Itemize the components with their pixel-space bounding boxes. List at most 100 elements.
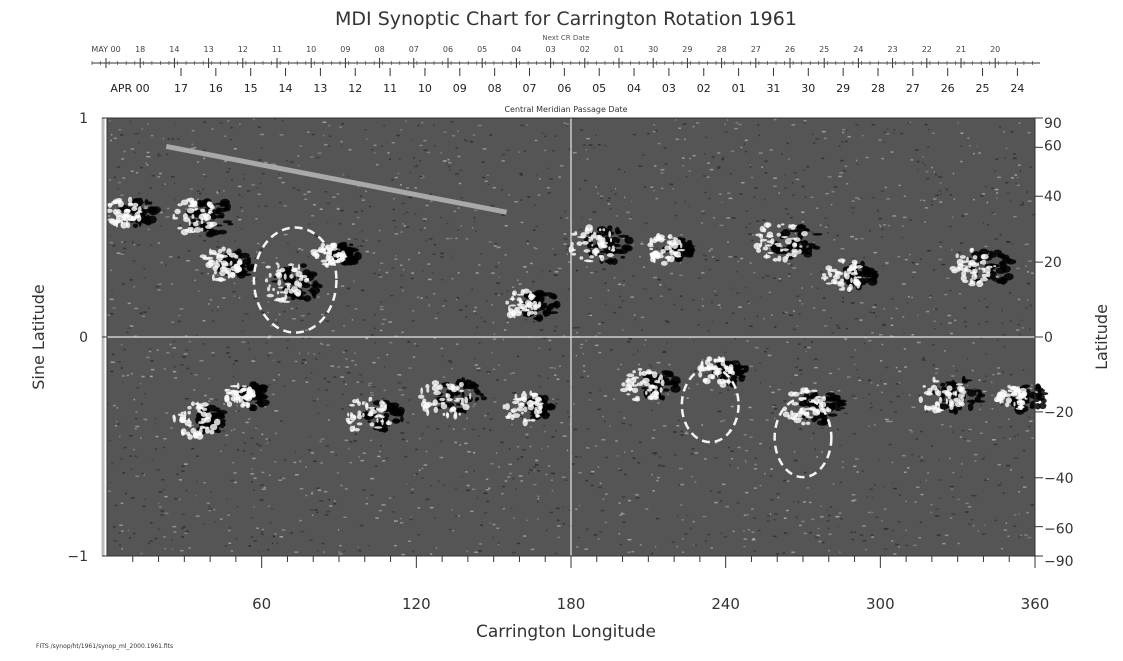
negative-polarity-blob [770,245,781,253]
active-region [264,262,323,303]
noise-speck [597,466,600,468]
noise-speck [970,494,975,497]
noise-speck [549,511,553,514]
positive-polarity-blob [301,274,308,279]
noise-speck [171,539,173,542]
noise-speck [486,300,489,302]
noise-speck [255,425,258,428]
positive-polarity-blob [960,396,964,404]
noise-speck [158,528,161,531]
positive-polarity-blob [602,244,608,249]
noise-speck [795,178,800,181]
top-row1-label: 28 [717,45,727,54]
noise-speck [1028,260,1033,262]
noise-speck [724,351,727,354]
noise-speck [890,335,893,337]
noise-speck [458,515,460,517]
positive-polarity-blob [128,202,134,206]
noise-speck [951,375,955,377]
noise-speck [924,123,928,126]
noise-speck [440,152,442,154]
noise-speck [869,488,873,491]
noise-speck [445,237,450,240]
noise-speck [752,537,756,540]
top-row1-label: 12 [238,45,248,54]
noise-speck [442,484,445,487]
noise-speck [413,474,416,476]
noise-speck [296,189,301,191]
positive-polarity-blob [835,270,842,274]
noise-speck [511,423,513,426]
negative-polarity-blob [1029,405,1036,409]
noise-speck [327,404,329,407]
top-row1-label: 11 [272,45,282,54]
noise-speck [563,238,568,240]
positive-polarity-blob [201,419,206,424]
noise-speck [478,342,481,344]
noise-speck [777,496,780,499]
noise-speck [572,327,577,329]
noise-speck [650,366,652,368]
positive-polarity-blob [832,274,841,280]
positive-polarity-blob [356,413,362,420]
noise-speck [917,314,919,317]
negative-polarity-blob [215,207,222,215]
positive-polarity-blob [295,270,303,278]
noise-speck [657,278,661,281]
noise-speck [476,497,479,500]
noise-speck [944,534,949,537]
noise-speck [141,473,144,475]
positive-polarity-blob [717,378,722,385]
noise-speck [214,521,217,523]
noise-speck [311,215,315,217]
noise-speck [369,391,374,394]
positive-polarity-blob [128,196,133,204]
noise-speck [400,231,403,233]
noise-speck [400,522,404,524]
noise-speck [361,199,365,201]
noise-speck [593,147,595,149]
noise-speck [482,176,485,179]
noise-speck [579,347,583,349]
noise-speck [473,403,477,406]
noise-speck [239,206,243,209]
noise-speck [451,255,453,258]
top-row1-label: 27 [751,45,761,54]
noise-speck [353,280,355,282]
positive-polarity-blob [840,278,845,282]
noise-speck [637,349,639,352]
noise-speck [534,204,536,206]
noise-speck [736,292,740,294]
noise-speck [552,150,556,152]
noise-speck [228,168,231,170]
positive-polarity-blob [379,400,385,407]
noise-speck [685,175,688,178]
noise-speck [734,256,738,258]
noise-speck [651,452,655,455]
noise-speck [588,399,591,402]
positive-polarity-blob [214,262,220,269]
noise-speck [814,366,818,369]
noise-speck [934,173,937,176]
noise-speck [579,505,581,507]
noise-speck [764,160,768,162]
noise-speck [810,231,814,233]
noise-speck [194,269,199,271]
noise-speck [198,290,200,292]
positive-polarity-blob [791,402,799,406]
noise-speck [380,301,382,303]
noise-speck [275,432,277,435]
noise-speck [223,160,228,162]
noise-speck [185,530,190,533]
positive-polarity-blob [803,411,807,415]
noise-speck [378,450,382,453]
noise-speck [814,358,818,360]
positive-polarity-blob [354,427,360,432]
noise-speck [449,528,452,531]
noise-speck [164,412,169,414]
noise-speck [765,347,769,350]
noise-speck [986,202,988,204]
noise-speck [360,459,365,462]
noise-speck [374,313,377,316]
